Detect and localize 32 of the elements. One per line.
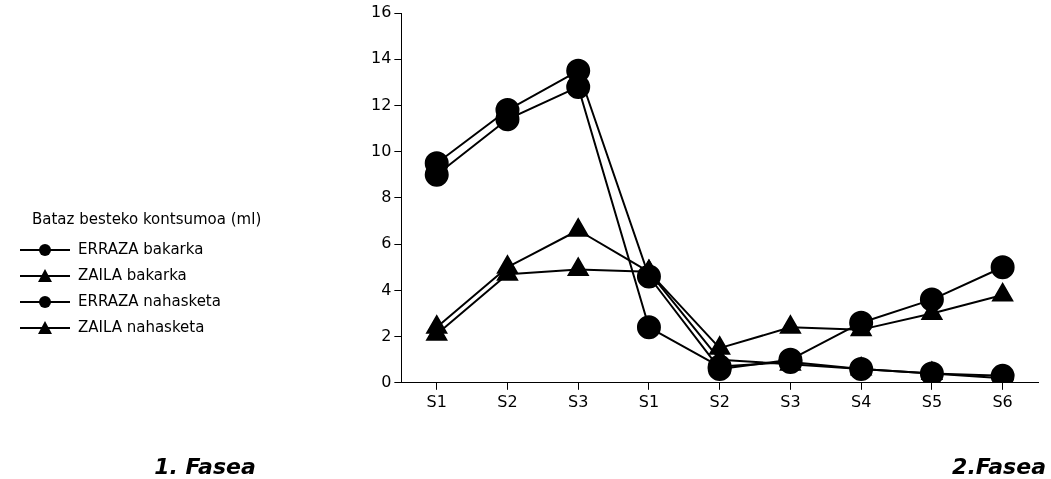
y-tick-label: 6 (381, 233, 392, 253)
x-tick-label: S6 (992, 391, 1013, 411)
y-tick-label: 8 (381, 187, 392, 207)
legend-label: ERRAZA nahasketa (78, 291, 221, 310)
x-tick-label: S3 (780, 391, 801, 411)
text: 2.Fasea (952, 454, 1046, 479)
x-tick-label: S1 (426, 391, 447, 411)
legend-label: ERRAZA bakarka (78, 239, 204, 258)
y-tick-label: 2 (381, 325, 392, 345)
x-tick-label: S2 (709, 391, 730, 411)
y-tick-label: 4 (381, 279, 392, 299)
point (709, 336, 731, 355)
point (567, 257, 589, 277)
point (779, 315, 801, 334)
y-tick-label: 0 (381, 371, 392, 391)
point (567, 218, 589, 237)
x-tick-label: S2 (497, 391, 518, 411)
x-tick-label: S3 (568, 391, 589, 411)
point (496, 255, 518, 274)
x-tick-label: S5 (921, 391, 943, 411)
x-tick-label: S1 (638, 391, 660, 411)
legend-label: ZAILA nahasketa (78, 317, 205, 336)
y-tick-label: 10 (371, 140, 392, 160)
text: 1. Fasea (154, 454, 256, 479)
point (992, 282, 1014, 302)
x-tick-label: S4 (850, 391, 872, 411)
y-tick-label: 14 (371, 48, 392, 68)
y-tick-label: 16 (371, 2, 392, 22)
point (426, 315, 448, 334)
legend-label: ZAILA bakarka (78, 265, 187, 284)
y-tick-label: 12 (371, 94, 392, 114)
text: Bataz besteko kontsumoa (ml) (32, 209, 262, 228)
